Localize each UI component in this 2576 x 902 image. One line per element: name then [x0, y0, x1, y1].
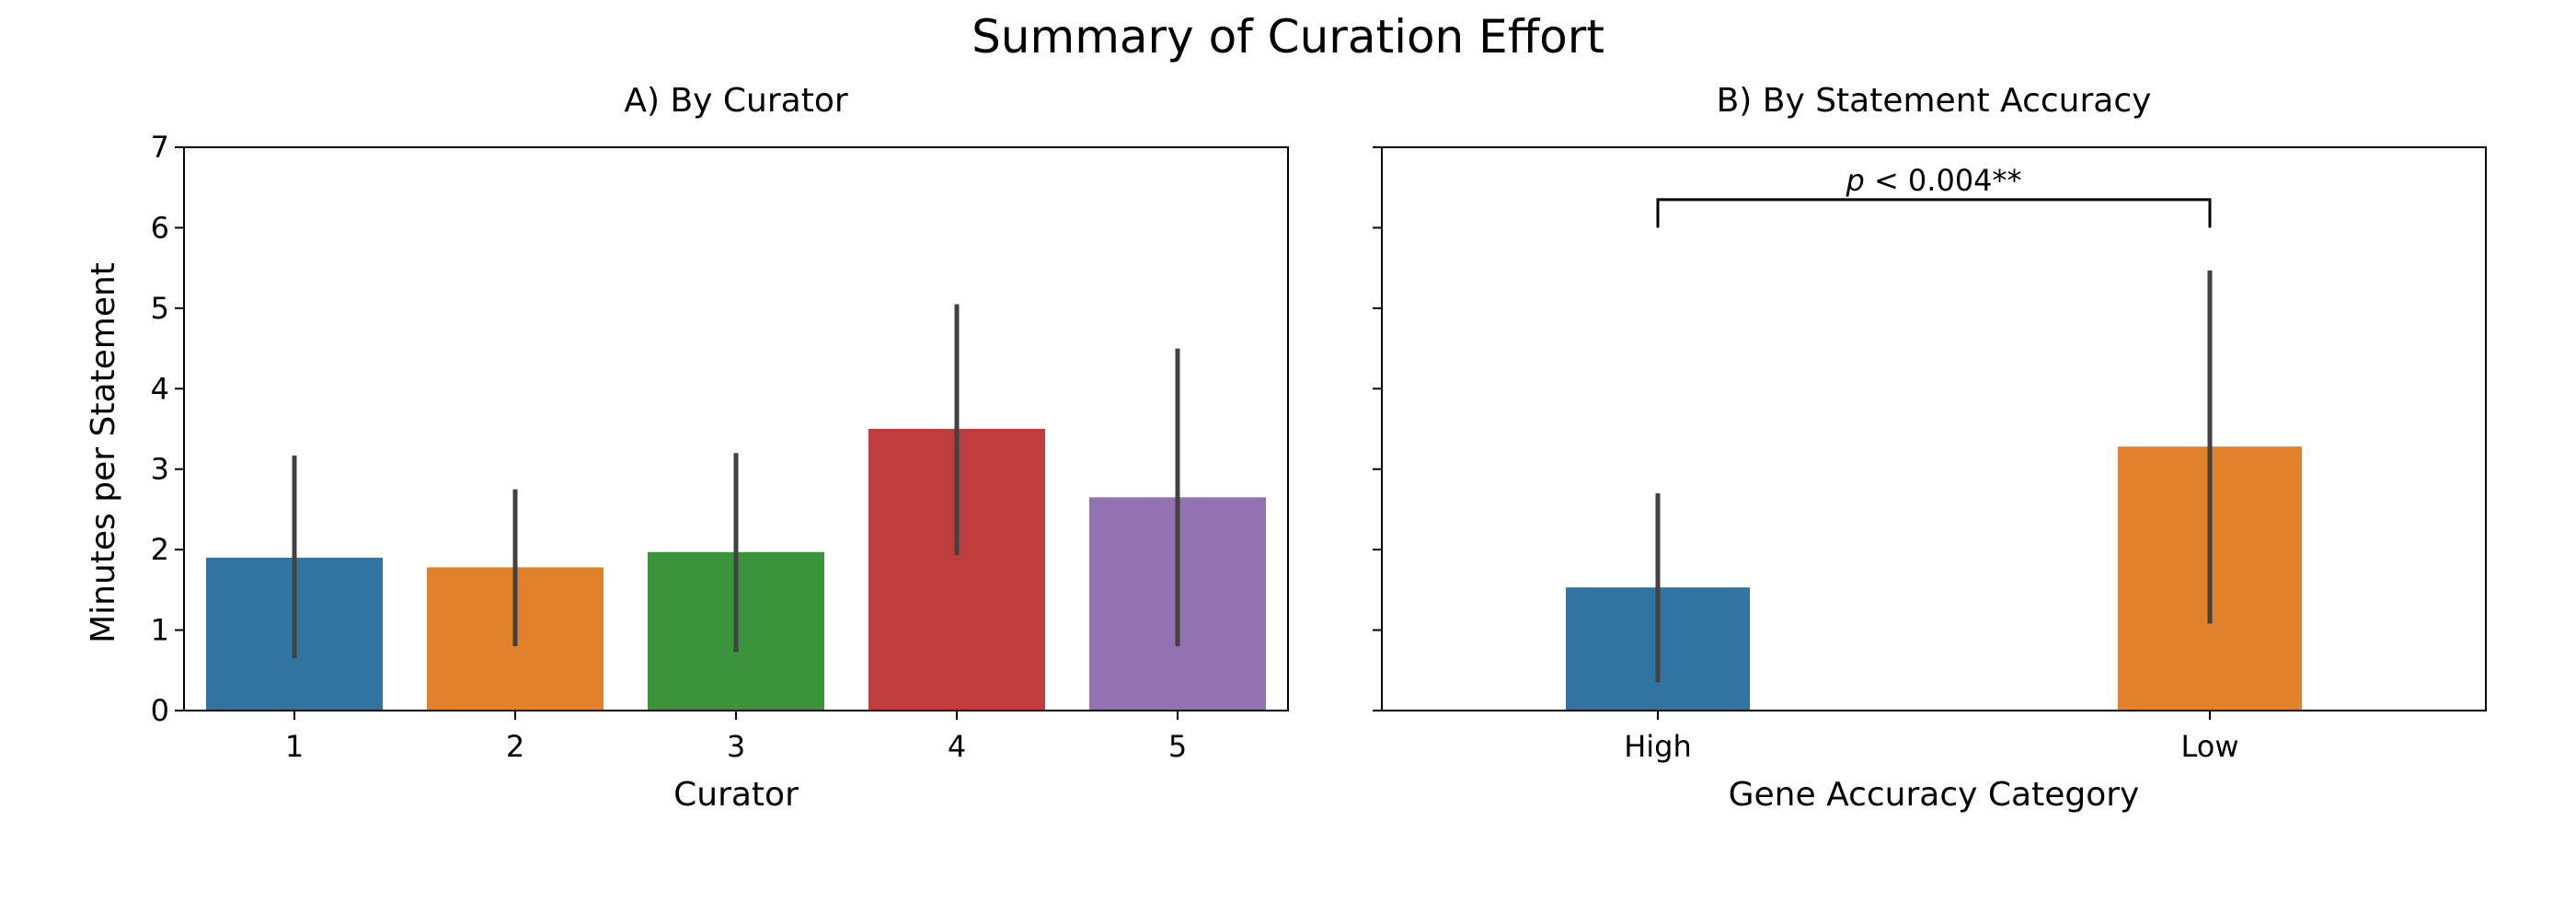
panel-b-plot: High Low p < 0.004** [1373, 146, 2487, 764]
significance-label: p < 0.004** [1845, 163, 2021, 198]
x-tick-label: Low [2180, 729, 2238, 764]
y-tick-label: 6 [151, 210, 169, 245]
y-tick-label: 5 [151, 291, 169, 326]
x-tick-label: High [1624, 729, 1692, 764]
x-tick-label: 4 [948, 729, 966, 764]
significance-p-symbol: p [1845, 163, 1864, 198]
x-tick-label: 2 [506, 729, 524, 764]
y-tick-label: 7 [151, 130, 169, 165]
significance-text: < 0.004** [1865, 163, 2022, 198]
y-tick-label: 0 [151, 693, 169, 728]
panel-b-axes-frame [1381, 146, 2487, 711]
figure-title: Summary of Curation Effort [972, 10, 1604, 64]
panel-b-title: B) By Statement Accuracy [1716, 82, 2152, 120]
x-tick-label: 1 [285, 729, 304, 764]
panel-a-x-axis-label: Curator [673, 776, 799, 814]
panel-b-x-axis-label: Gene Accuracy Category [1728, 776, 2140, 814]
y-tick-label: 1 [151, 613, 169, 648]
significance-bracket [1656, 198, 2212, 228]
panel-a-plot: 0 1 2 3 4 5 6 7 1 2 3 4 5 [151, 130, 1289, 764]
y-tick-label: 2 [151, 532, 169, 567]
x-tick-label: 5 [1168, 729, 1187, 764]
x-tick-label: 3 [727, 729, 745, 764]
y-tick-label: 3 [151, 452, 169, 487]
y-tick-label: 4 [151, 371, 169, 406]
panel-a-title: A) By Curator [624, 82, 848, 120]
